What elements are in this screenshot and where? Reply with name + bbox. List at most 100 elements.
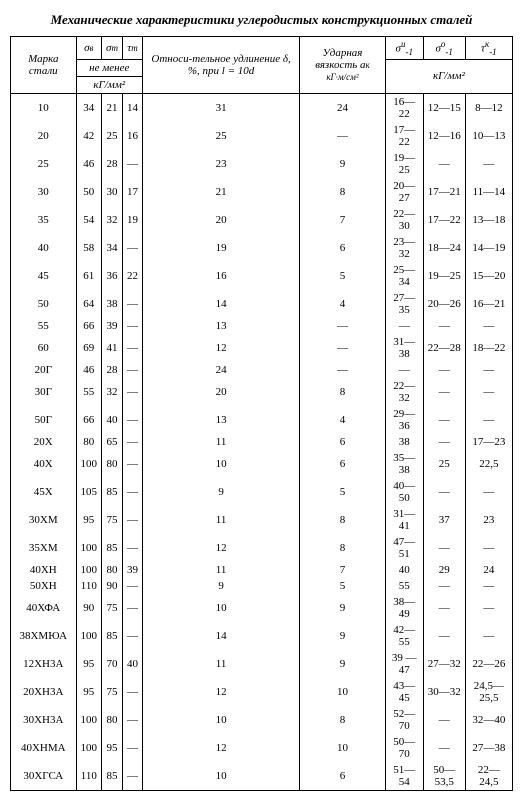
table-cell: 95 [76, 506, 102, 534]
table-cell: 24 [300, 93, 386, 122]
table-cell: 9 [300, 650, 386, 678]
table-cell: 21 [142, 178, 299, 206]
table-cell: 64 [76, 290, 102, 318]
table-cell: — [423, 378, 465, 406]
table-cell: — [385, 362, 423, 378]
table-cell: 14—19 [465, 234, 512, 262]
table-cell: 54 [76, 206, 102, 234]
table-cell: 46 [76, 150, 102, 178]
table-cell: 9 [300, 594, 386, 622]
header-tau-1k: τк-1 [465, 37, 512, 60]
table-cell: 25—34 [385, 262, 423, 290]
table-cell: 28 [102, 150, 123, 178]
table-cell: 8 [300, 706, 386, 734]
table-cell: 22 [122, 262, 142, 290]
table-cell: 29 [423, 562, 465, 578]
table-cell: — [465, 622, 512, 650]
table-cell: 20—27 [385, 178, 423, 206]
table-cell: — [122, 362, 142, 378]
table-cell: 10 [142, 706, 299, 734]
table-cell: 38ХМЮА [11, 622, 77, 650]
table-cell: 28 [102, 362, 123, 378]
table-cell: 8 [300, 378, 386, 406]
table-cell: — [423, 362, 465, 378]
table-cell: 39 —47 [385, 650, 423, 678]
table-cell: 100 [76, 622, 102, 650]
header-sigma-1n: σи-1 [385, 37, 423, 60]
table-cell: 38—49 [385, 594, 423, 622]
table-cell: 42—55 [385, 622, 423, 650]
table-row: 606941—12—31—3822—2818—22 [11, 334, 513, 362]
table-cell: 40ХФА [11, 594, 77, 622]
table-cell: 20ХН3А [11, 678, 77, 706]
table-cell: 12 [142, 534, 299, 562]
table-cell: 18—24 [423, 234, 465, 262]
table-cell: — [122, 678, 142, 706]
table-row: 20Г4628—24———— [11, 362, 513, 378]
table-cell: 55 [76, 378, 102, 406]
table-cell: 12—16 [423, 122, 465, 150]
table-cell: — [122, 378, 142, 406]
table-cell: — [122, 478, 142, 506]
table-cell: 34 [102, 234, 123, 262]
table-cell: 25 [11, 150, 77, 178]
table-row: 4561362216525—3419—2515—20 [11, 262, 513, 290]
table-cell: — [122, 434, 142, 450]
table-row: 506438—14427—3520—2616—21 [11, 290, 513, 318]
table-cell: 50—53,5 [423, 762, 465, 791]
table-cell: 43—45 [385, 678, 423, 706]
table-cell: 10—13 [465, 122, 512, 150]
table-cell: 46 [76, 362, 102, 378]
header-sigma-t: σт [102, 37, 123, 60]
table-cell: 40Х [11, 450, 77, 478]
table-cell: 12 [142, 334, 299, 362]
table-cell: 16—22 [385, 93, 423, 122]
table-cell: 29—36 [385, 406, 423, 434]
table-cell: 80 [102, 450, 123, 478]
table-cell: 27—35 [385, 290, 423, 318]
table-cell: 27—38 [465, 734, 512, 762]
table-cell: 22—32 [385, 378, 423, 406]
table-cell: — [122, 406, 142, 434]
table-cell: — [465, 362, 512, 378]
table-row: 20Х8065—11638—17—23 [11, 434, 513, 450]
table-cell: 66 [76, 318, 102, 334]
table-cell: 32 [102, 378, 123, 406]
table-cell: — [122, 334, 142, 362]
table-cell: 55 [11, 318, 77, 334]
table-cell: 17—22 [423, 206, 465, 234]
table-row: 38ХМЮА10085—14942—55—— [11, 622, 513, 650]
table-cell: 24 [142, 362, 299, 378]
table-cell: — [122, 318, 142, 334]
table-cell: 23—32 [385, 234, 423, 262]
table-cell: 16 [122, 122, 142, 150]
table-cell: 7 [300, 562, 386, 578]
table-cell: 55 [385, 578, 423, 594]
table-cell: — [465, 594, 512, 622]
table-cell: 22—24,5 [465, 762, 512, 791]
table-cell: 34 [76, 93, 102, 122]
table-cell: — [122, 290, 142, 318]
table-cell: 16—21 [465, 290, 512, 318]
table-cell: 40ХНМА [11, 734, 77, 762]
header-tau-t: τт [122, 37, 142, 60]
table-cell: 10 [300, 734, 386, 762]
table-cell: 10 [11, 93, 77, 122]
table-cell: 50 [11, 290, 77, 318]
table-cell: 41 [102, 334, 123, 362]
table-cell: 24,5—25,5 [465, 678, 512, 706]
table-cell: 20 [142, 206, 299, 234]
table-cell: 51—54 [385, 762, 423, 791]
table-cell: 5 [300, 578, 386, 594]
table-cell: — [122, 150, 142, 178]
table-cell: 6 [300, 234, 386, 262]
table-cell: — [465, 318, 512, 334]
table-cell: 12ХН3А [11, 650, 77, 678]
table-row: 35ХМ10085—12847—51—— [11, 534, 513, 562]
table-cell: 30—32 [423, 678, 465, 706]
table-cell: — [122, 622, 142, 650]
table-cell: 17—21 [423, 178, 465, 206]
table-cell: 14 [142, 622, 299, 650]
table-cell: 105 [76, 478, 102, 506]
table-cell: — [300, 122, 386, 150]
